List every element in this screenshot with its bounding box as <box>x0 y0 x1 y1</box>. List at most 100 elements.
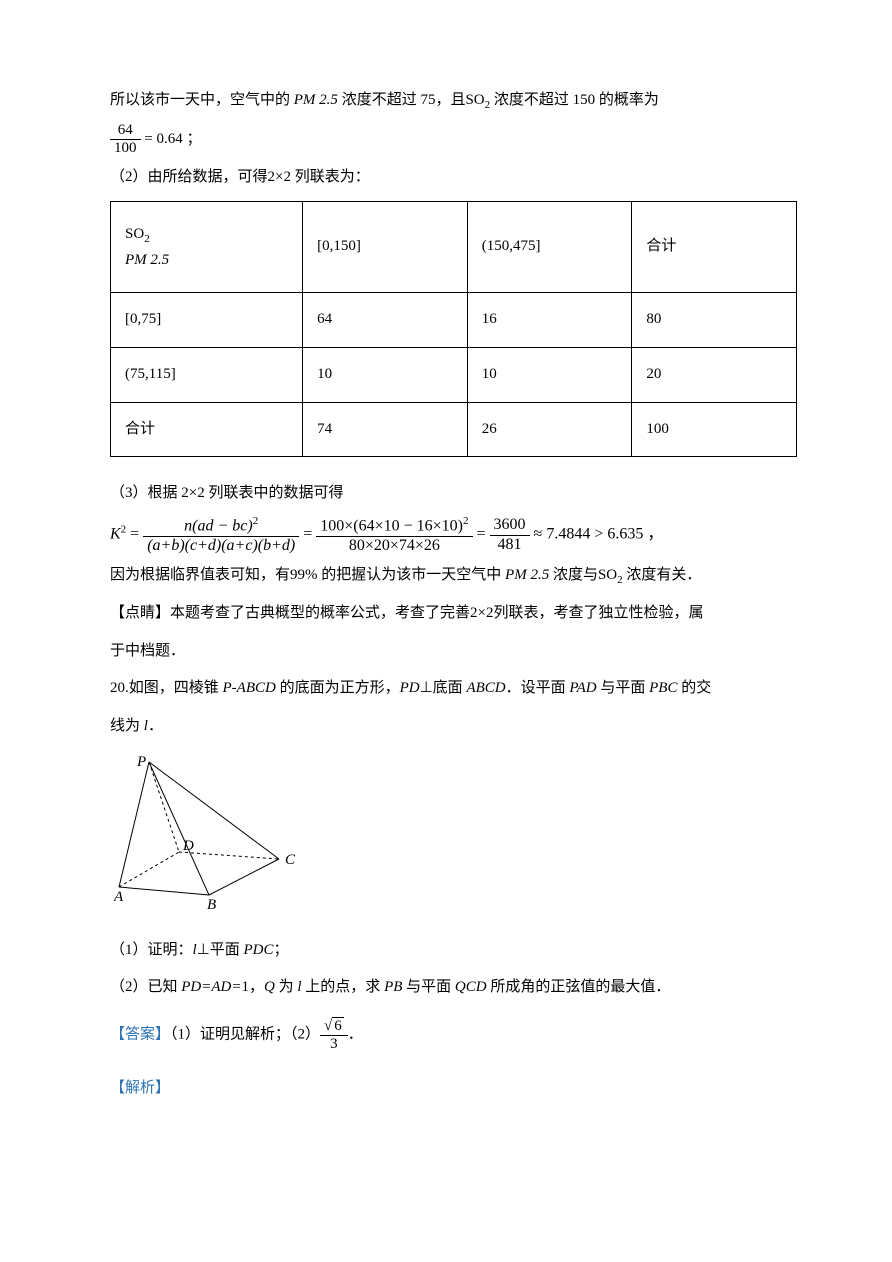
contingency-table: SO2 PM 2.5 [0,150] (150,475] 合计 [0,75] 6… <box>110 201 797 457</box>
hint-line1: 【点睛】本题考查了古典概型的概率公式，考查了完善2×2列联表，考查了独立性检验，… <box>110 597 797 631</box>
so2: SO2 <box>465 92 490 108</box>
text: 浓度不超过 75，且 <box>338 92 466 108</box>
text: （1）证明： <box>110 942 193 958</box>
text: 所以该市一天中，空气中的 <box>110 92 294 108</box>
header-cell: [0,150] <box>303 202 468 293</box>
text: 列联表为： <box>291 169 370 185</box>
num-text: n(ad − bc) <box>184 517 253 534</box>
text: 列联表中的数据可得 <box>205 485 344 501</box>
cell: 80 <box>632 293 797 348</box>
dot: ． <box>148 718 163 734</box>
svg-text:D: D <box>182 838 194 854</box>
answer-label: 【答案】 <box>110 1027 170 1043</box>
table-row: SO2 PM 2.5 [0,150] (150,475] 合计 <box>111 202 797 293</box>
text: 的底面为正方形， <box>276 680 400 696</box>
table-row: (75,115] 10 10 20 <box>111 347 797 402</box>
cell: 100 <box>632 402 797 457</box>
fraction-64-100: 64 100 <box>110 122 141 158</box>
text: （2）已知 <box>110 979 181 995</box>
text: 于中档题． <box>110 643 185 659</box>
pyramid-diagram: PABCD <box>114 752 797 926</box>
text: 上的点，求 <box>302 979 385 995</box>
pdc: PDC <box>244 942 274 958</box>
table-row: 合计 74 26 100 <box>111 402 797 457</box>
text: 【点睛】本题考查了古典概型的概率公式，考查了完善 <box>110 605 470 621</box>
text: 与平面 <box>402 979 455 995</box>
text: （2）由所给数据，可得 <box>110 169 268 185</box>
row-label: (75,115] <box>111 347 303 402</box>
cell: 10 <box>467 347 632 402</box>
den: 100 <box>110 139 141 157</box>
sqrt6: 6 <box>332 1017 344 1035</box>
conclusion: 因为根据临界值表可知，有99% 的把握认为该市一天空气中 PM 2.5 浓度与S… <box>110 559 797 593</box>
den: 481 <box>490 535 530 554</box>
svg-text:A: A <box>114 889 124 905</box>
jiexi: 【解析】 <box>110 1072 797 1106</box>
sub2: （2）已知 PD=AD=1，Q 为 l 上的点，求 PB 与平面 QCD 所成角… <box>110 971 797 1005</box>
text: 所成角的正弦值的最大值． <box>487 979 671 995</box>
text: 列联表，考查了独立性检验，属 <box>493 605 703 621</box>
frac-formula: n(ad − bc)2 (a+b)(c+d)(a+c)(b+d) <box>143 515 299 555</box>
pbc: PBC <box>649 680 677 696</box>
svg-text:C: C <box>285 852 296 868</box>
cell: 26 <box>467 402 632 457</box>
pm25: PM 2.5 <box>505 567 549 583</box>
svg-text:P: P <box>136 754 146 770</box>
den: 3 <box>320 1035 348 1053</box>
pad: PAD <box>569 680 596 696</box>
part2-intro: （2）由所给数据，可得2×2 列联表为： <box>110 161 797 195</box>
eq: = <box>299 526 316 543</box>
num: 3600 <box>490 516 530 534</box>
den: 80×20×74×26 <box>316 536 472 555</box>
sup: 2 <box>463 515 469 527</box>
Q: Q <box>264 979 275 995</box>
abcd: ABCD <box>466 680 505 696</box>
page: 所以该市一天中，空气中的 PM 2.5 浓度不超过 75，且SO2 浓度不超过 … <box>0 0 892 1262</box>
cell: 10 <box>303 347 468 402</box>
text: ； <box>274 942 289 958</box>
num: 64 <box>110 122 141 139</box>
text: 因为根据临界值表可知，有 <box>110 567 290 583</box>
text: 线为 <box>110 718 144 734</box>
text: 浓度有关． <box>623 567 702 583</box>
2x2: 2×2 <box>181 485 204 501</box>
sup: 2 <box>253 515 259 527</box>
num: n(ad − bc)2 <box>143 515 299 536</box>
row-label: [0,75] <box>111 293 303 348</box>
text: 浓度与 <box>549 567 598 583</box>
K: K <box>110 526 121 543</box>
so2-text: SO <box>125 226 144 242</box>
pb: PB <box>384 979 402 995</box>
row-label: 合计 <box>111 402 303 457</box>
answer-line: 【答案】（1）证明见解析；（2） √6 3 ． <box>110 1017 797 1054</box>
pct: 99% <box>290 567 318 583</box>
line-prob-intro: 所以该市一天中，空气中的 PM 2.5 浓度不超过 75，且SO2 浓度不超过 … <box>110 84 797 118</box>
eq: = <box>126 526 143 543</box>
one: 1 <box>242 979 250 995</box>
pd: PD <box>400 680 420 696</box>
text: 的把握认为该市一天空气中 <box>318 567 506 583</box>
tail: ． <box>348 1027 363 1043</box>
den: (a+b)(c+d)(a+c)(b+d) <box>143 536 299 555</box>
frac-064: 64 100 = 0.64 ； <box>110 122 797 158</box>
so2: SO2 <box>598 567 623 583</box>
text: 的交 <box>677 680 711 696</box>
frac-result: 3600 481 <box>490 516 530 554</box>
table-row: [0,75] 64 16 80 <box>111 293 797 348</box>
eq: = 0.64 ； <box>141 131 202 147</box>
num-text: 100×(64×10 − 16×10) <box>320 517 463 534</box>
text: 为 <box>275 979 298 995</box>
q20-line2: 线为 l． <box>110 710 797 744</box>
text: 20.如图，四棱锥 <box>110 680 223 696</box>
pm25: PM 2.5 <box>294 92 338 108</box>
frac-sqrt6-3: √6 3 <box>320 1017 348 1054</box>
q20-line1: 20.如图，四棱锥 P-ABCD 的底面为正方形，PD⊥底面 ABCD．设平面 … <box>110 672 797 706</box>
part3-intro: （3）根据 2×2 列联表中的数据可得 <box>110 477 797 511</box>
header-cell: SO2 PM 2.5 <box>111 202 303 293</box>
eq: = <box>473 526 490 543</box>
frac-numeric: 100×(64×10 − 16×10)2 80×20×74×26 <box>316 515 472 555</box>
header-cell: (150,475] <box>467 202 632 293</box>
so2-text: SO <box>465 92 484 108</box>
text: 浓度不超过 150 的概率为 <box>490 92 659 108</box>
cell: 64 <box>303 293 468 348</box>
